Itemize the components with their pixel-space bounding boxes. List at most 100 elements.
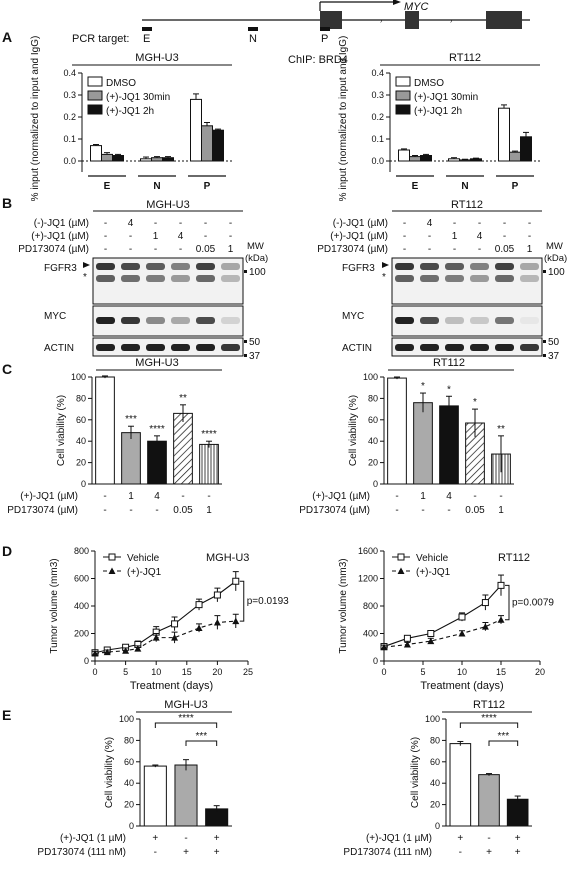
significance: * (473, 397, 477, 408)
bar (448, 158, 460, 162)
point (458, 613, 466, 621)
legend-label: DMSO (414, 78, 444, 89)
bar (199, 443, 219, 485)
legend-label: DMSO (106, 78, 136, 89)
point (103, 648, 111, 656)
legend-label: (+)-JQ1 30min (414, 92, 478, 103)
y-tick-label: 40 (368, 436, 378, 446)
blot-box (391, 337, 543, 357)
y-tick-label: 0.4 (63, 68, 76, 78)
blot-band (470, 317, 489, 324)
blot-band (520, 263, 539, 270)
chart-e-rt112: RT112 0 20 40 60 80 100 Cell viability (%) + - - + +… (343, 699, 532, 858)
x-tick-label: 20 (212, 667, 222, 677)
x-cell: + (214, 833, 220, 844)
x-tick-label: 10 (457, 667, 467, 677)
chart-c-mgh-u3: MGH-U3 0 20 40 60 80 100 Cell viability (%) - - **… (7, 357, 222, 516)
y-tick-label: 0 (129, 821, 134, 831)
chart-title: RT112 (433, 357, 465, 369)
blot-cell: 0.05 (196, 244, 216, 255)
x-cell: + (457, 833, 463, 844)
x-tick-label: 20 (535, 667, 545, 677)
blot-band (221, 344, 240, 351)
bar (121, 432, 141, 485)
y-tick-label: 600 (74, 574, 89, 584)
bar (174, 764, 198, 827)
asterisk: * (83, 272, 87, 283)
y-tick-label: 20 (368, 458, 378, 468)
x-cell: - (421, 505, 424, 516)
x-cell: - (129, 505, 132, 516)
x-cell: - (181, 491, 184, 502)
panel-label-c: C (2, 361, 12, 377)
y-tick-label: 0.4 (371, 68, 384, 78)
legend-swatch (395, 104, 411, 115)
row-label: (+)-JQ1 (1 µM) (366, 833, 432, 844)
y-axis-label: Cell viability (%) (410, 737, 421, 808)
y-axis-label: Tumor volume (mm3) (49, 558, 60, 653)
blot-band (96, 263, 115, 270)
bar (387, 377, 407, 485)
x-cell: - (207, 491, 210, 502)
mw-value: 100 (548, 267, 565, 278)
mw-value: 37 (249, 351, 261, 362)
chip-label: ChIP: BRD4 (288, 54, 348, 66)
mw-marker (543, 340, 546, 343)
mw-unit: (kDa) (544, 253, 567, 264)
y-axis-label: % input (normalized to input and IgG) (30, 36, 41, 202)
blot-box (391, 305, 543, 337)
gene-name: MYC (404, 1, 429, 13)
y-tick-label: 400 (74, 601, 89, 611)
significance: **** (149, 424, 165, 435)
blot-band (445, 317, 464, 324)
bar (147, 440, 167, 485)
y-tick-label: 1200 (358, 574, 378, 584)
blot-cell: 1 (153, 231, 159, 242)
x-cell: 1 (128, 491, 134, 502)
x-cell: 1 (206, 505, 212, 516)
chart-d-rt112: 0 400 800 1200 1600 0 5 10 15 20 Treatment (days) T… (338, 546, 554, 692)
bar (212, 129, 224, 162)
bar (439, 405, 459, 485)
mw-value: 50 (249, 337, 261, 348)
blot-cell: - (204, 231, 207, 242)
blot-band (420, 317, 439, 324)
point (171, 620, 179, 628)
blot-row-label: PD173074 (µM) (317, 244, 388, 255)
y-tick-label: 0.0 (63, 156, 76, 166)
blot-row-label: (-)-JQ1 (µM) (34, 218, 89, 229)
point (427, 630, 435, 637)
gene-schematic: › › MYC PCR target: E N P ChIP: BRD4 (72, 0, 530, 66)
significance: ** (497, 424, 505, 435)
blot-cell: - (478, 244, 481, 255)
category-label: E (104, 181, 111, 192)
legend-swatch (87, 76, 103, 87)
chart-title: RT112 (498, 552, 530, 564)
p-value: p=0.0193 (247, 596, 289, 607)
blot-cell: 4 (427, 218, 433, 229)
blot-band (470, 263, 489, 270)
legend-swatch (395, 76, 411, 87)
panel-label-d: D (2, 543, 12, 559)
blot-band (171, 317, 190, 324)
sig-bracket (488, 740, 519, 746)
legend-label: Vehicle (416, 553, 449, 564)
bar (520, 136, 532, 162)
p-bracket (505, 584, 510, 621)
blot-cell: - (204, 218, 207, 229)
x-cell: + (515, 847, 521, 858)
blot-cell: - (104, 218, 107, 229)
bar (509, 151, 521, 162)
pcr-target-label: PCR target: (72, 33, 129, 45)
x-cell: + (152, 833, 158, 844)
row-label: PD173074 (111 nM) (343, 847, 432, 858)
blot-band (121, 344, 140, 351)
band-label: ACTIN (44, 343, 74, 354)
chart-title: RT112 (473, 699, 505, 711)
bar (470, 158, 482, 162)
blot-band (395, 317, 414, 324)
bar (459, 159, 471, 162)
category-label: E (412, 181, 419, 192)
blot-cell: - (129, 231, 132, 242)
y-tick-label: 80 (76, 393, 86, 403)
